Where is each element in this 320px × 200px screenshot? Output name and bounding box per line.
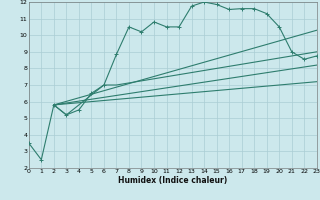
X-axis label: Humidex (Indice chaleur): Humidex (Indice chaleur) xyxy=(118,176,228,185)
